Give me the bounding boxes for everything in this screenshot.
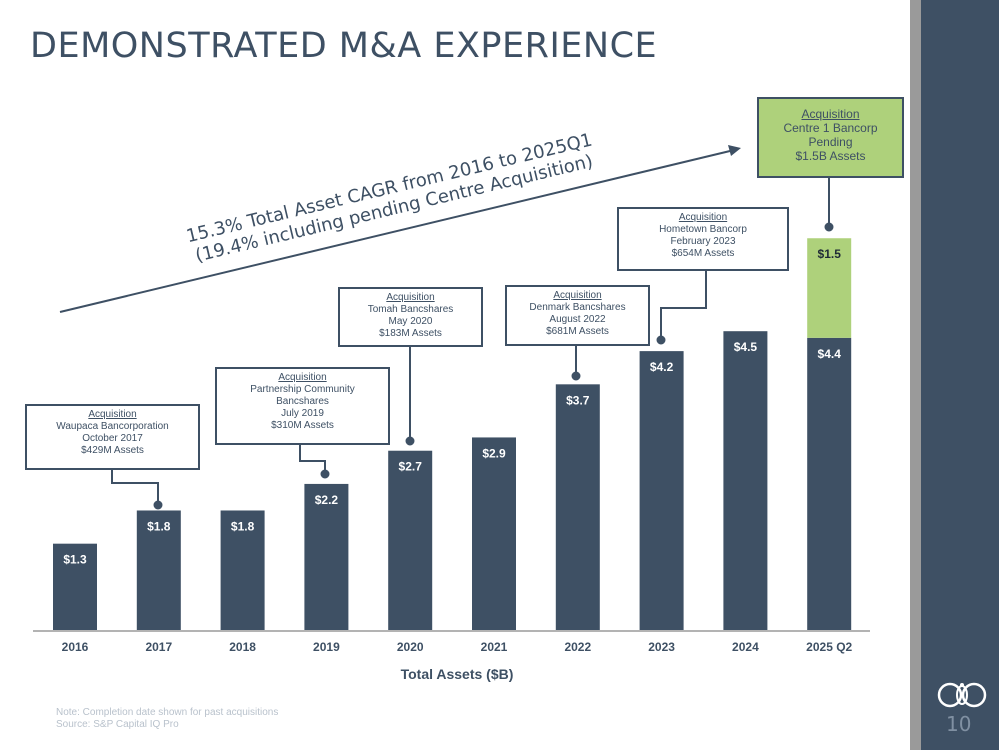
callout-heading: Acquisition: [278, 372, 327, 383]
bar-2019: [304, 483, 349, 630]
connector-2017: [111, 470, 159, 505]
page-title: DEMONSTRATED M&A EXPERIENCE: [30, 26, 658, 66]
x-tick-label: 2022: [564, 640, 591, 654]
callout-line: August 2022: [549, 314, 606, 325]
callout-waupaca: Acquisition Waupaca Bancorporation Octob…: [25, 404, 200, 470]
callout-partnership: Acquisition Partnership Community Bancsh…: [215, 367, 390, 445]
callout-line: October 2017: [82, 433, 143, 444]
x-tick-label: 2024: [732, 640, 759, 654]
connector-2023: [660, 271, 707, 340]
bar-value-label: $3.7: [566, 393, 590, 407]
callout-line: July 2019: [281, 408, 324, 419]
cagr-line-1: 15.3% Total Asset CAGR from 2016 to 2025…: [184, 130, 594, 248]
source-text: Source: S&P Capital IQ Pro: [56, 719, 179, 730]
bar-2020: [388, 450, 433, 630]
connector-2019: [299, 445, 326, 474]
bar-value-label: $1.3: [63, 553, 87, 567]
bar-value-label: $4.2: [650, 360, 674, 374]
callout-line: Pending: [808, 135, 853, 149]
callout-heading: Acquisition: [88, 409, 137, 420]
bar-value-label: $4.4: [818, 347, 842, 361]
connector-dot-2022: [571, 371, 581, 381]
callout-line: February 2023: [670, 236, 736, 247]
bar-2021: [472, 437, 516, 630]
bar-value-label: $2.2: [315, 493, 339, 507]
bar-value-label: $2.7: [399, 460, 423, 474]
callout-denmark: Acquisition Denmark Bancshares August 20…: [505, 285, 650, 346]
callout-heading: Acquisition: [386, 292, 435, 303]
callout-line: Denmark Bancshares: [529, 302, 626, 313]
cagr-arrow: [59, 145, 741, 313]
x-tick-labels: 2016 2017 2018 2019 2020 2021 2022 2023 2024 2025…: [62, 640, 853, 654]
bar-value-label: $1.8: [147, 519, 171, 533]
connector-dot-2025: [824, 222, 834, 232]
bar-2017: [136, 510, 181, 630]
bar-value-label: $2.9: [482, 446, 506, 460]
callout-heading: Acquisition: [678, 212, 728, 223]
x-tick-label: 2025 Q2: [806, 640, 852, 654]
footnote: Note: Completion date shown for past acq…: [56, 707, 278, 731]
bars-layer: $1.3 $1.8 $1.8 $2.2 $2.7 $2.9 $3.7 $4.2 $4.5 $4.4…: [53, 238, 852, 630]
x-tick-label: 2016: [62, 640, 89, 654]
bar-2016: [53, 543, 97, 630]
x-tick-label: 2021: [481, 640, 508, 654]
sidebar-accent-bar: [910, 0, 921, 750]
cagr-line-2: (19.4% including pending Centre Acquisit…: [193, 151, 595, 267]
callout-line: Partnership Community: [250, 384, 355, 395]
callout-line: $681M Assets: [546, 326, 609, 337]
callout-connectors: [111, 178, 834, 510]
connector-dot-2019: [320, 469, 330, 479]
bar-pending-2025-q2: [807, 238, 852, 338]
bar-2018: [220, 510, 265, 630]
sidebar-panel: [921, 0, 999, 750]
bar-value-label: $4.5: [734, 340, 758, 354]
bar-2023: [639, 351, 684, 630]
bar-2025-q2: [807, 337, 852, 630]
bar-value-label: $1.8: [231, 519, 255, 533]
callout-line: Tomah Bancshares: [367, 304, 454, 315]
callout-tomah: Acquisition Tomah Bancshares May 2020 $1…: [338, 287, 483, 347]
callout-line: Bancshares: [276, 396, 329, 407]
callout-line: Hometown Bancorp: [659, 224, 747, 235]
callout-line: May 2020: [388, 316, 433, 327]
callout-line: $654M Assets: [671, 248, 735, 259]
note-text: Note: Completion date shown for past acq…: [56, 707, 279, 718]
connector-dot-2023: [656, 335, 666, 345]
x-tick-label: 2019: [313, 640, 340, 654]
bar-2022: [555, 384, 600, 630]
page-number: 10: [946, 712, 972, 736]
x-tick-label: 2018: [229, 640, 256, 654]
callout-line: $310M Assets: [271, 420, 334, 431]
bar-2024: [723, 331, 768, 630]
callout-line: $183M Assets: [379, 328, 442, 339]
callout-line: $429M Assets: [81, 445, 144, 456]
bar-pending-value-label: $1.5: [818, 247, 842, 261]
callout-line: Waupaca Bancorporation: [56, 421, 169, 432]
callout-line: $1.5B Assets: [795, 149, 866, 163]
cagr-annotation: 15.3% Total Asset CAGR from 2016 to 2025…: [184, 130, 595, 267]
x-tick-label: 2023: [648, 640, 675, 654]
x-tick-label: 2020: [397, 640, 424, 654]
callout-line: Centre 1 Bancorp: [783, 121, 878, 135]
company-logo-icon: [937, 682, 987, 708]
callout-heading: Acquisition: [801, 107, 860, 121]
callout-heading: Acquisition: [553, 290, 602, 301]
callout-hometown: Acquisition Hometown Bancorp February 20…: [617, 207, 789, 271]
callout-centre-pending: Acquisition Centre 1 Bancorp Pending $1.…: [757, 97, 904, 178]
connector-dot-2020: [405, 436, 415, 446]
x-axis-title: Total Assets ($B): [401, 666, 514, 682]
connector-dot-2017: [153, 500, 163, 510]
arrow-head: [728, 145, 741, 156]
x-tick-label: 2017: [145, 640, 172, 654]
